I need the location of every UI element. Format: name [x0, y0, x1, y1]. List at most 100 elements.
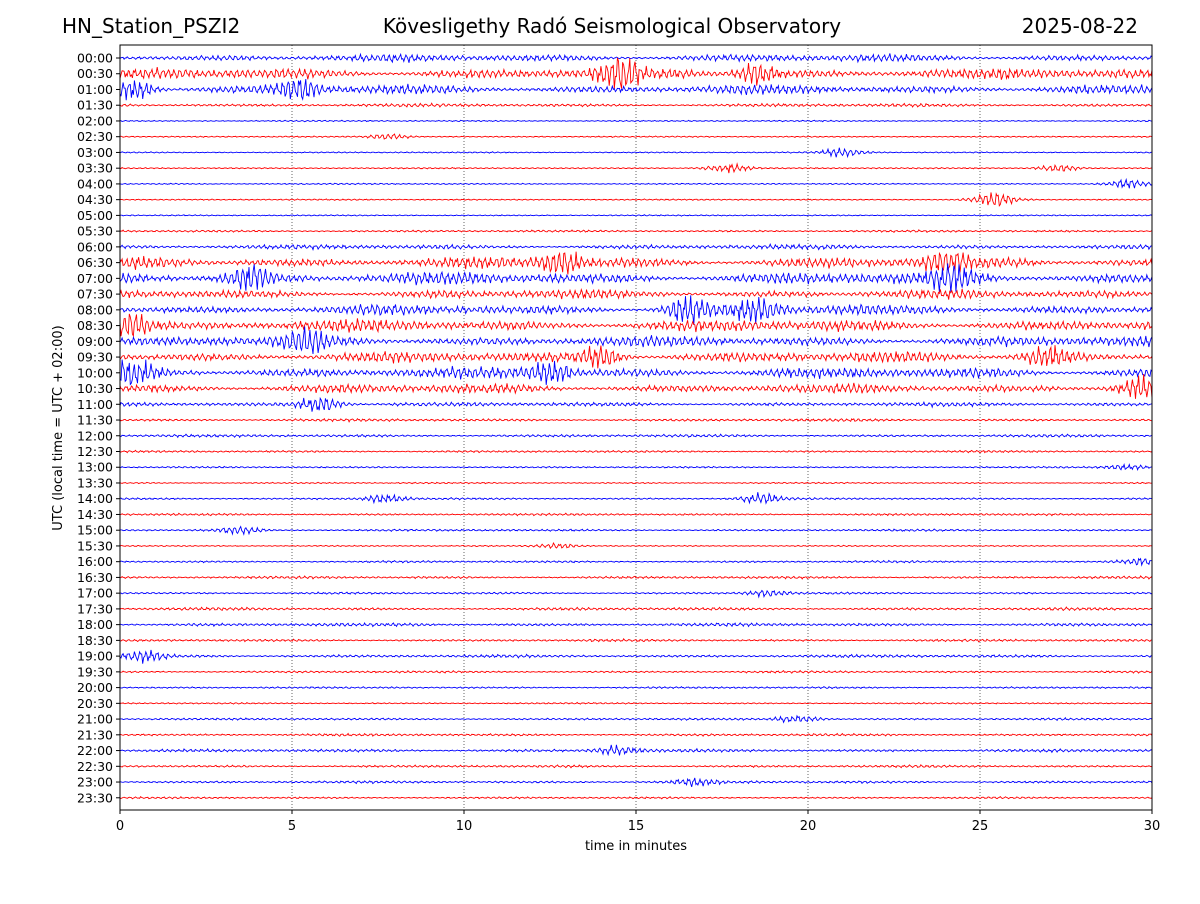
y-tick-label: 15:30 [77, 538, 113, 553]
y-tick-label: 02:00 [77, 113, 113, 128]
trace-0430 [120, 192, 1153, 207]
y-tick-label: 09:00 [77, 334, 113, 349]
trace-1200 [119, 433, 1153, 439]
trace-0800 [119, 295, 1153, 326]
y-tick-label: 14:30 [77, 507, 113, 522]
trace-1000 [119, 359, 1153, 386]
trace-1230 [120, 449, 1153, 454]
trace-2330 [119, 795, 1153, 800]
y-axis-label: UTC (local time = UTC + 02:00) [51, 325, 66, 530]
chart-date: 2025-08-22 [1021, 14, 1138, 38]
y-tick-label: 22:00 [77, 743, 113, 758]
y-tick-label: 20:00 [77, 680, 113, 695]
trace-layer [119, 52, 1153, 800]
trace-1430 [119, 512, 1152, 517]
y-tick-label: 08:30 [77, 318, 113, 333]
trace-1600 [119, 557, 1152, 567]
x-tick-label: 0 [116, 819, 124, 834]
y-tick-label: 03:30 [77, 161, 113, 176]
grid-layer [291, 45, 981, 810]
y-tick-label: 00:30 [77, 66, 113, 81]
trace-0000 [119, 52, 1153, 64]
trace-1330 [119, 481, 1153, 485]
y-tick-label: 21:00 [77, 712, 113, 727]
y-tick-label: 12:00 [77, 428, 113, 443]
trace-0230 [119, 133, 1153, 140]
x-tick-label: 20 [800, 819, 817, 834]
x-axis-label: time in minutes [585, 839, 687, 854]
y-tick-label: 22:30 [77, 759, 113, 774]
trace-1900 [119, 649, 1153, 664]
trace-1400 [119, 492, 1152, 505]
trace-0530 [119, 229, 1153, 233]
trace-0200 [119, 119, 1152, 123]
y-tick-label: 13:00 [77, 460, 113, 475]
trace-0700 [119, 263, 1153, 293]
y-tick-label: 11:30 [77, 413, 113, 428]
trace-1700 [119, 589, 1153, 599]
trace-1830 [120, 637, 1152, 643]
y-tick-label: 18:30 [77, 633, 113, 648]
y-tick-label: 17:00 [77, 586, 113, 601]
y-tick-label: 13:30 [77, 475, 113, 490]
trace-2100 [120, 714, 1153, 724]
x-tick-label: 5 [288, 819, 296, 834]
trace-0600 [119, 243, 1153, 251]
x-tick-label: 30 [1144, 819, 1161, 834]
trace-0500 [120, 214, 1153, 217]
y-tick-label: 10:30 [77, 381, 113, 396]
y-tick-label: 01:00 [77, 82, 113, 97]
trace-2130 [119, 732, 1153, 737]
y-tick-label: 04:00 [77, 176, 113, 191]
y-tick-label: 02:30 [77, 129, 113, 144]
y-tick-label: 05:00 [77, 208, 113, 223]
y-tick-label: 06:00 [77, 239, 113, 254]
y-tick-label: 03:00 [77, 145, 113, 160]
trace-1100 [119, 396, 1153, 412]
y-tick-label: 20:30 [77, 696, 113, 711]
trace-0400 [120, 177, 1153, 189]
x-tick-label: 10 [456, 819, 473, 834]
trace-0930 [119, 345, 1153, 369]
trace-2000 [119, 685, 1153, 690]
axis-layer: 00:0000:3001:0001:3002:0002:3003:0003:30… [77, 44, 1161, 834]
trace-1800 [119, 622, 1153, 628]
y-tick-label: 06:30 [77, 255, 113, 270]
trace-1500 [120, 525, 1153, 536]
trace-0330 [120, 162, 1153, 174]
trace-0730 [119, 288, 1153, 300]
y-tick-label: 01:30 [77, 98, 113, 113]
y-tick-label: 19:00 [77, 649, 113, 664]
station-name: HN_Station_PSZI2 [62, 14, 241, 38]
trace-0130 [119, 102, 1153, 108]
trace-1030 [119, 373, 1153, 399]
y-tick-label: 21:30 [77, 727, 113, 742]
y-tick-label: 23:00 [77, 775, 113, 790]
x-tick-label: 15 [628, 819, 645, 834]
trace-0900 [119, 326, 1153, 355]
trace-0630 [119, 251, 1153, 275]
trace-0300 [119, 147, 1153, 159]
trace-1930 [120, 669, 1153, 674]
chart-title: Kövesligethy Radó Seismological Observat… [382, 14, 842, 38]
trace-2200 [120, 744, 1153, 757]
y-tick-label: 23:30 [77, 790, 113, 805]
y-tick-label: 07:30 [77, 287, 113, 302]
trace-1530 [119, 541, 1153, 550]
y-tick-label: 16:00 [77, 554, 113, 569]
trace-0830 [119, 313, 1153, 338]
y-tick-label: 11:00 [77, 397, 113, 412]
y-tick-label: 16:30 [77, 570, 113, 585]
y-tick-label: 10:00 [77, 365, 113, 380]
trace-1730 [119, 606, 1153, 612]
y-tick-label: 07:00 [77, 271, 113, 286]
trace-2230 [119, 764, 1153, 769]
trace-1630 [119, 575, 1153, 580]
y-tick-label: 14:00 [77, 491, 113, 506]
trace-0100 [119, 78, 1153, 101]
x-tick-label: 25 [972, 819, 989, 834]
y-tick-label: 18:00 [77, 617, 113, 632]
y-tick-label: 19:30 [77, 664, 113, 679]
